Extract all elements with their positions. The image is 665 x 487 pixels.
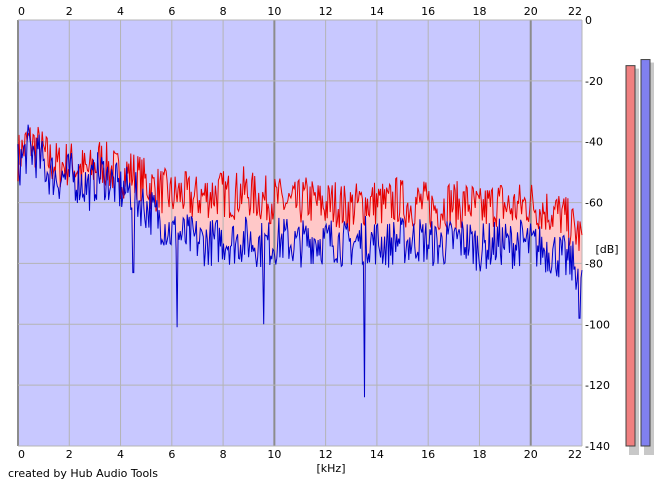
x-tick-label-top-20: 20 [524, 5, 538, 18]
spectrum-lines [17, 124, 583, 398]
x-tick-label-top-10: 10 [267, 5, 281, 18]
y-tick-label--100: -100 [585, 318, 610, 331]
x-tick-label-bottom-0: 0 [18, 448, 25, 461]
y-tick-label--60: -60 [585, 197, 603, 210]
level-meters [625, 59, 654, 456]
spectrum-fills [18, 124, 582, 446]
y-tick-label--20: -20 [585, 75, 603, 88]
y-tick-label-0: 0 [585, 14, 592, 27]
series-right-line [17, 124, 583, 398]
y-tick-label--40: -40 [585, 136, 603, 149]
x-tick-label-top-0: 0 [18, 5, 25, 18]
x-tick-labels-bottom: 0 2 4 6 8 10 12 14 16 18 20 22 [18, 448, 582, 461]
x-tick-label-bottom-16: 16 [421, 448, 435, 461]
x-tick-label-bottom-12: 12 [319, 448, 333, 461]
y-tick-labels: 0 -20 -40 -60 -80 -100 -120 -140 [585, 14, 610, 453]
x-tick-label-bottom-20: 20 [524, 448, 538, 461]
x-tick-label-bottom-8: 8 [220, 448, 227, 461]
x-tick-label-top-18: 18 [472, 5, 486, 18]
grid-lines [17, 19, 583, 447]
credit-text: created by Hub Audio Tools [8, 467, 158, 480]
x-tick-label-bottom-2: 2 [66, 448, 73, 461]
x-tick-label-top-6: 6 [168, 5, 175, 18]
x-tick-label-bottom-4: 4 [117, 448, 124, 461]
x-tick-label-top-8: 8 [220, 5, 227, 18]
y-tick-label--140: -140 [585, 440, 610, 453]
series-right-fill [18, 124, 582, 446]
x-tick-labels-top: 0 2 4 6 8 10 12 14 16 18 20 22 [18, 5, 582, 18]
x-tick-label-bottom-10: 10 [267, 448, 281, 461]
y-tick-label--120: -120 [585, 379, 610, 392]
x-tick-label-top-4: 4 [117, 5, 124, 18]
x-axis-label: [kHz] [317, 462, 346, 475]
x-tick-label-top-14: 14 [370, 5, 384, 18]
y-axis-label: [dB] [595, 243, 618, 256]
x-tick-label-top-22: 22 [568, 5, 582, 18]
x-tick-label-bottom-14: 14 [370, 448, 384, 461]
x-tick-label-top-12: 12 [319, 5, 333, 18]
y-tick-label--80: -80 [585, 257, 603, 270]
meter-right-bar [640, 59, 651, 447]
meter-left-bar [625, 65, 636, 447]
x-tick-label-top-2: 2 [66, 5, 73, 18]
x-tick-label-top-16: 16 [421, 5, 435, 18]
x-tick-label-bottom-18: 18 [472, 448, 486, 461]
x-tick-label-bottom-6: 6 [168, 448, 175, 461]
x-tick-label-bottom-22: 22 [568, 448, 582, 461]
